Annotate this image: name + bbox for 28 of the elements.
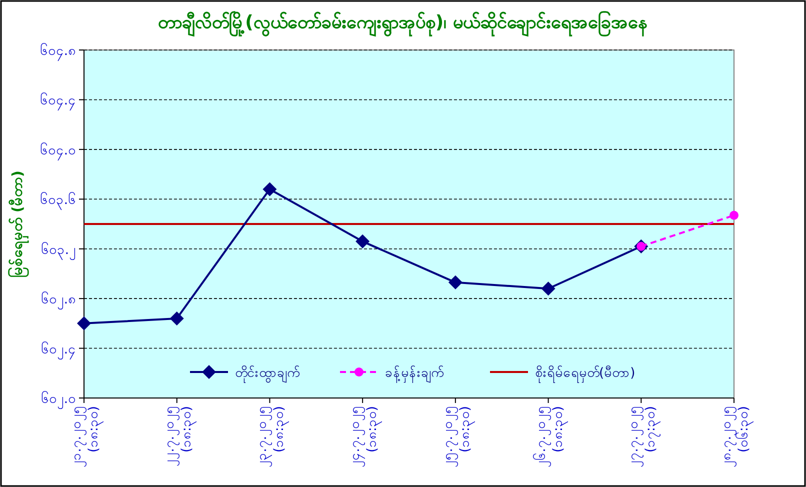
- legend-label: ခန့်မှန်းချက်: [385, 365, 444, 383]
- y-tick-label: ၆၀၄.၈: [40, 43, 76, 61]
- point: [356, 234, 370, 248]
- point: [448, 275, 462, 290]
- legend-label: တိုင်းထွာချက်: [235, 365, 300, 383]
- y-axis-title: မြစ်ရေမှတ် (မီတာ): [8, 170, 29, 278]
- point: [77, 316, 91, 330]
- y-tick-label: ၆၀၃.၆: [40, 192, 76, 210]
- x-tick-label: ၂၅.၇.၂၀၂၅ (၁၈:၃၀): [440, 406, 475, 468]
- y-tick-label: ၆၀၂.၈: [40, 292, 76, 310]
- x-tick-label: ၂၄.၇.၂၀၂၅ (၁၈:၃၀): [348, 406, 382, 468]
- x-tick-label: ၂၆.၇.၂၀၂၅ (၁၈:၃၀): [532, 406, 568, 468]
- y-tick-label: ၆၀၄.၄: [40, 92, 76, 111]
- x-tick-label: ၂၂.၇.၂၀၂၅ (၁၈:၃၀): [162, 406, 196, 466]
- point: [170, 311, 184, 326]
- x-tick-label: ၂၇.၇.၂၀၂၅ (၁၇:၃၀): [626, 406, 661, 468]
- y-tick-label: ၆၀၄.၀: [40, 142, 76, 160]
- chart-title: တာချီလိတ်မြို့(လွယ်တော်ခမ်းကျေးရွာအုပ်စု)၊ မယ်ဆိုင်ချောင်းရေအခြေအနေ: [158, 10, 648, 37]
- x-tick-label: ၂၁.၇.၂၀၂၅ (၁၈:၃၀): [70, 406, 104, 468]
- x-tick-label: ၂၃.၇.၂၀၂၅ (၁၈:၃၀): [255, 406, 290, 468]
- x-tick-label: ၂၈.၇.၂၀၂၅ (၀၆:၃၀): [720, 406, 754, 468]
- point: [730, 210, 738, 220]
- point: [262, 182, 277, 196]
- y-tick-label: ၆၀၂.၀: [40, 391, 76, 409]
- legend-label: စိုးရိမ်ရေမှတ်(မီတာ): [535, 365, 636, 383]
- point: [541, 282, 556, 296]
- y-tick-label: ၆၀၂.၄: [40, 341, 76, 360]
- y-tick-label: ၆၀၃.၂: [40, 242, 76, 260]
